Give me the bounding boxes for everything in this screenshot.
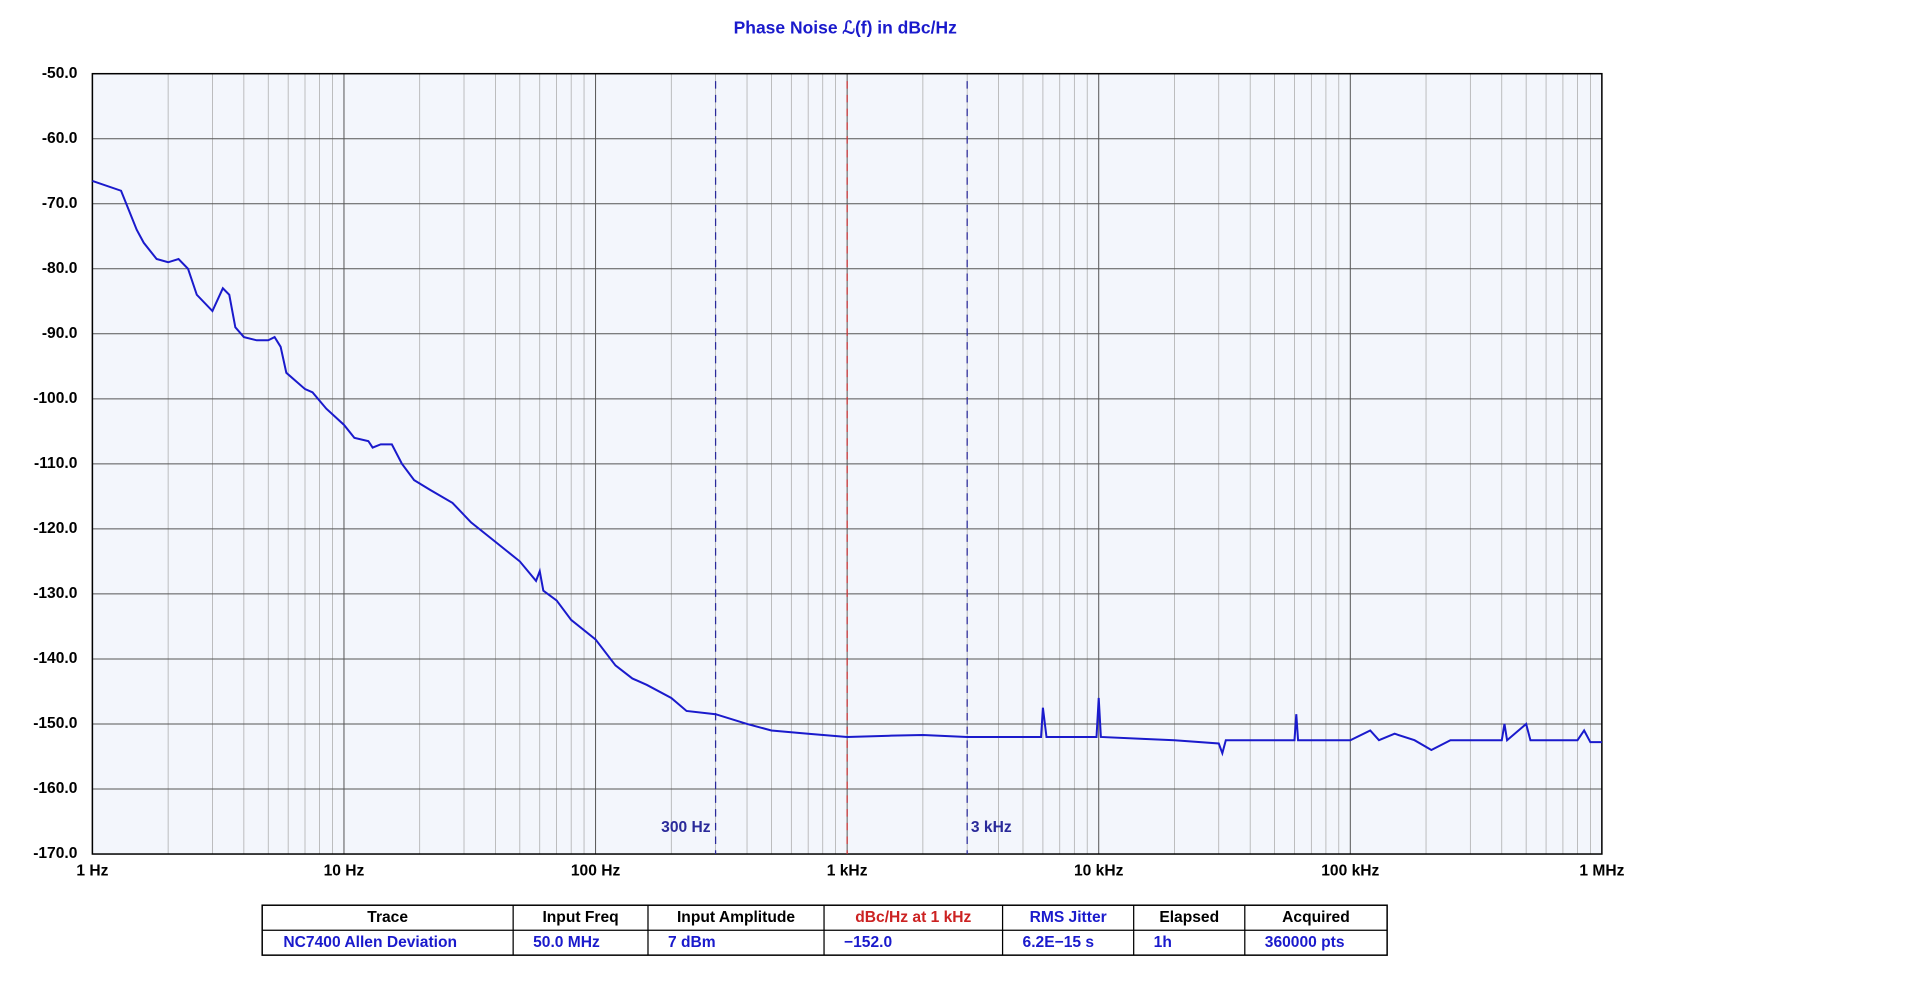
table-header: dBc/Hz at 1 kHz [855,909,971,926]
y-tick-label: -50.0 [42,65,78,82]
table-cell: 360000 pts [1265,934,1345,951]
table-header: Elapsed [1159,909,1219,926]
x-tick-label: 100 Hz [571,863,621,880]
table-header: Input Amplitude [677,909,795,926]
chart-title: Phase Noise ℒ(f) in dBc/Hz [734,17,957,37]
table-cell: NC7400 Allen Deviation [283,934,457,951]
y-tick-label: -70.0 [42,195,78,212]
y-tick-label: -80.0 [42,260,78,277]
x-tick-label: 100 kHz [1321,863,1379,880]
trace-line [92,180,1602,757]
x-tick-label: 10 Hz [324,863,365,880]
x-tick-label: 10 kHz [1074,863,1124,880]
x-tick-label: 1 MHz [1579,863,1624,880]
table-header: Input Freq [542,909,618,926]
table-header: Acquired [1282,909,1350,926]
y-tick-label: -100.0 [33,390,78,407]
y-tick-label: -150.0 [33,715,78,732]
y-tick-label: -170.0 [33,845,78,862]
table-cell: 6.2E−15 s [1023,934,1095,951]
y-tick-label: -160.0 [33,780,78,797]
marker-label: 3 kHz [971,819,1012,836]
y-tick-label: -130.0 [33,585,78,602]
y-tick-label: -110.0 [34,455,78,472]
table-header: Trace [367,909,408,926]
table-cell: 1h [1154,934,1172,951]
table-header: RMS Jitter [1030,909,1107,926]
y-tick-label: -90.0 [42,325,78,342]
x-tick-label: 1 kHz [827,863,868,880]
y-tick-label: -120.0 [33,520,78,537]
info-table: Trace Input Freq Input Amplitude dBc/Hz at … [261,904,1388,956]
table-cell: 50.0 MHz [533,934,600,951]
y-tick-label: -140.0 [33,650,78,667]
table-cell: 7 dBm [668,934,716,951]
marker-label: 300 Hz [661,819,711,836]
x-tick-label: 1 Hz [76,863,108,880]
table-cell: −152.0 [844,934,892,951]
y-tick-label: -60.0 [42,130,78,147]
